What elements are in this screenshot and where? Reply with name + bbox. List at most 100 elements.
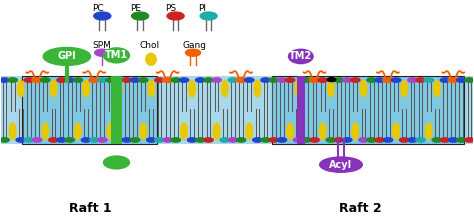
Circle shape xyxy=(89,78,100,82)
Circle shape xyxy=(132,12,149,20)
Ellipse shape xyxy=(107,123,114,139)
Text: Acyl: Acyl xyxy=(329,160,353,170)
Text: Chol: Chol xyxy=(139,41,159,50)
Circle shape xyxy=(65,78,74,82)
Circle shape xyxy=(342,138,352,142)
Text: TM2: TM2 xyxy=(289,51,312,61)
Circle shape xyxy=(293,138,303,142)
Circle shape xyxy=(456,138,466,142)
Circle shape xyxy=(351,78,360,82)
Circle shape xyxy=(375,78,384,82)
Circle shape xyxy=(57,78,66,82)
Text: Raft 1: Raft 1 xyxy=(69,202,112,215)
Ellipse shape xyxy=(401,81,408,97)
FancyBboxPatch shape xyxy=(111,76,122,144)
Circle shape xyxy=(277,78,287,82)
Circle shape xyxy=(269,138,278,142)
Circle shape xyxy=(24,78,34,82)
Circle shape xyxy=(155,138,164,142)
Ellipse shape xyxy=(146,53,156,65)
Ellipse shape xyxy=(148,81,155,97)
Ellipse shape xyxy=(50,81,57,97)
Circle shape xyxy=(122,78,132,82)
Ellipse shape xyxy=(115,81,122,97)
Ellipse shape xyxy=(18,81,24,97)
Circle shape xyxy=(204,78,213,82)
Circle shape xyxy=(130,78,140,82)
Circle shape xyxy=(456,78,466,82)
Circle shape xyxy=(392,78,401,82)
Circle shape xyxy=(94,12,111,20)
Circle shape xyxy=(0,78,9,82)
Circle shape xyxy=(146,138,156,142)
Circle shape xyxy=(448,138,458,142)
Circle shape xyxy=(171,78,181,82)
Text: Raft 2: Raft 2 xyxy=(338,202,381,215)
Ellipse shape xyxy=(254,81,261,97)
Ellipse shape xyxy=(287,123,293,139)
Circle shape xyxy=(122,138,132,142)
Circle shape xyxy=(236,78,246,82)
Circle shape xyxy=(73,78,82,82)
Circle shape xyxy=(171,138,181,142)
Circle shape xyxy=(334,78,344,82)
Ellipse shape xyxy=(9,123,16,139)
FancyBboxPatch shape xyxy=(297,122,305,144)
Circle shape xyxy=(342,78,352,82)
Ellipse shape xyxy=(42,123,48,139)
Circle shape xyxy=(465,78,474,82)
Circle shape xyxy=(277,138,287,142)
Circle shape xyxy=(114,138,123,142)
Ellipse shape xyxy=(213,123,220,139)
Circle shape xyxy=(0,138,9,142)
Ellipse shape xyxy=(221,81,228,97)
Ellipse shape xyxy=(319,123,326,139)
Text: PS: PS xyxy=(165,4,176,13)
Circle shape xyxy=(138,78,148,82)
Ellipse shape xyxy=(319,157,362,172)
Circle shape xyxy=(187,138,197,142)
Circle shape xyxy=(204,138,213,142)
Circle shape xyxy=(310,138,319,142)
Circle shape xyxy=(261,78,270,82)
Ellipse shape xyxy=(140,123,146,139)
Circle shape xyxy=(163,138,173,142)
Circle shape xyxy=(185,49,201,56)
Circle shape xyxy=(196,78,205,82)
Circle shape xyxy=(32,138,42,142)
Circle shape xyxy=(367,138,376,142)
Ellipse shape xyxy=(288,49,314,64)
Circle shape xyxy=(465,138,474,142)
Circle shape xyxy=(253,138,262,142)
Circle shape xyxy=(416,138,425,142)
Circle shape xyxy=(228,138,237,142)
Circle shape xyxy=(318,78,328,82)
Ellipse shape xyxy=(74,123,81,139)
Circle shape xyxy=(285,78,295,82)
Circle shape xyxy=(220,138,229,142)
Ellipse shape xyxy=(328,81,334,97)
Circle shape xyxy=(383,138,392,142)
FancyBboxPatch shape xyxy=(297,76,305,144)
Circle shape xyxy=(57,138,66,142)
FancyBboxPatch shape xyxy=(0,76,474,144)
Circle shape xyxy=(326,138,336,142)
Text: PI: PI xyxy=(198,4,206,13)
Circle shape xyxy=(65,138,74,142)
Circle shape xyxy=(82,138,91,142)
Circle shape xyxy=(237,138,246,142)
Ellipse shape xyxy=(352,123,359,139)
Circle shape xyxy=(130,138,140,142)
Circle shape xyxy=(440,138,450,142)
Circle shape xyxy=(245,78,254,82)
Circle shape xyxy=(98,138,107,142)
Ellipse shape xyxy=(246,123,253,139)
Circle shape xyxy=(196,138,205,142)
Circle shape xyxy=(432,138,442,142)
Circle shape xyxy=(301,78,311,82)
Circle shape xyxy=(416,78,425,82)
Circle shape xyxy=(16,138,26,142)
Text: Gang: Gang xyxy=(182,41,207,50)
Text: SPM: SPM xyxy=(92,41,111,50)
Text: PE: PE xyxy=(130,4,141,13)
